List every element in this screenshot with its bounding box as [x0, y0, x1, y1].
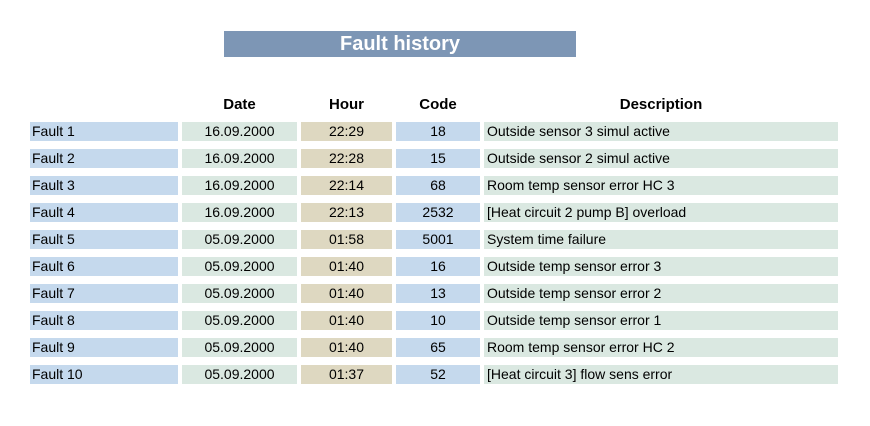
code-cell: 18: [396, 122, 480, 141]
code-cell: 52: [396, 365, 480, 384]
code-cell: 2532: [396, 203, 480, 222]
fault-label-cell: Fault 5: [30, 230, 178, 249]
hour-cell: 01:58: [301, 230, 392, 249]
code-cell: 5001: [396, 230, 480, 249]
code-cell: 13: [396, 284, 480, 303]
date-cell: 05.09.2000: [182, 338, 297, 357]
page-title: Fault history: [224, 31, 576, 57]
table-row: Fault 2 16.09.2000 22:28 15 Outside sens…: [30, 149, 838, 168]
code-cell: 10: [396, 311, 480, 330]
code-cell: 15: [396, 149, 480, 168]
table-row: Fault 1 16.09.2000 22:29 18 Outside sens…: [30, 122, 838, 141]
table-row: Fault 9 05.09.2000 01:40 65 Room temp se…: [30, 338, 838, 357]
description-cell: Outside temp sensor error 2: [484, 284, 838, 303]
description-cell: System time failure: [484, 230, 838, 249]
hour-cell: 22:13: [301, 203, 392, 222]
date-cell: 05.09.2000: [182, 284, 297, 303]
code-cell: 16: [396, 257, 480, 276]
date-cell: 16.09.2000: [182, 203, 297, 222]
column-header-date: Date: [223, 96, 256, 113]
date-cell: 05.09.2000: [182, 365, 297, 384]
hour-cell: 01:40: [301, 338, 392, 357]
date-cell: 05.09.2000: [182, 230, 297, 249]
hour-cell: 22:14: [301, 176, 392, 195]
description-cell: Outside temp sensor error 1: [484, 311, 838, 330]
date-cell: 05.09.2000: [182, 311, 297, 330]
hour-cell: 01:40: [301, 284, 392, 303]
date-cell: 16.09.2000: [182, 176, 297, 195]
description-cell: Room temp sensor error HC 3: [484, 176, 838, 195]
fault-label-cell: Fault 9: [30, 338, 178, 357]
description-cell: Outside sensor 2 simul active: [484, 149, 838, 168]
table-row: Fault 6 05.09.2000 01:40 16 Outside temp…: [30, 257, 838, 276]
code-cell: 65: [396, 338, 480, 357]
table-row: Fault 4 16.09.2000 22:13 2532 [Heat circ…: [30, 203, 838, 222]
table-header-row: Date Hour Code Description: [30, 95, 838, 114]
fault-label-cell: Fault 4: [30, 203, 178, 222]
fault-label-cell: Fault 3: [30, 176, 178, 195]
hour-cell: 22:29: [301, 122, 392, 141]
table-row: Fault 8 05.09.2000 01:40 10 Outside temp…: [30, 311, 838, 330]
column-header-blank: [30, 95, 178, 114]
table-row: Fault 5 05.09.2000 01:58 5001 System tim…: [30, 230, 838, 249]
fault-label-cell: Fault 10: [30, 365, 178, 384]
table-row: Fault 10 05.09.2000 01:37 52 [Heat circu…: [30, 365, 838, 384]
hour-cell: 01:37: [301, 365, 392, 384]
date-cell: 05.09.2000: [182, 257, 297, 276]
fault-label-cell: Fault 7: [30, 284, 178, 303]
code-cell: 68: [396, 176, 480, 195]
column-header-code: Code: [419, 96, 457, 113]
fault-label-cell: Fault 1: [30, 122, 178, 141]
table-row: Fault 3 16.09.2000 22:14 68 Room temp se…: [30, 176, 838, 195]
date-cell: 16.09.2000: [182, 122, 297, 141]
table-row: Fault 7 05.09.2000 01:40 13 Outside temp…: [30, 284, 838, 303]
description-cell: [Heat circuit 3] flow sens error: [484, 365, 838, 384]
description-cell: [Heat circuit 2 pump B] overload: [484, 203, 838, 222]
fault-label-cell: Fault 2: [30, 149, 178, 168]
hour-cell: 01:40: [301, 311, 392, 330]
fault-history-table: Date Hour Code Description Fault 1 16.09…: [30, 95, 838, 392]
column-header-hour: Hour: [329, 96, 364, 113]
description-cell: Outside sensor 3 simul active: [484, 122, 838, 141]
description-cell: Outside temp sensor error 3: [484, 257, 838, 276]
fault-label-cell: Fault 6: [30, 257, 178, 276]
fault-label-cell: Fault 8: [30, 311, 178, 330]
hour-cell: 01:40: [301, 257, 392, 276]
description-cell: Room temp sensor error HC 2: [484, 338, 838, 357]
hour-cell: 22:28: [301, 149, 392, 168]
date-cell: 16.09.2000: [182, 149, 297, 168]
column-header-description: Description: [619, 96, 703, 113]
